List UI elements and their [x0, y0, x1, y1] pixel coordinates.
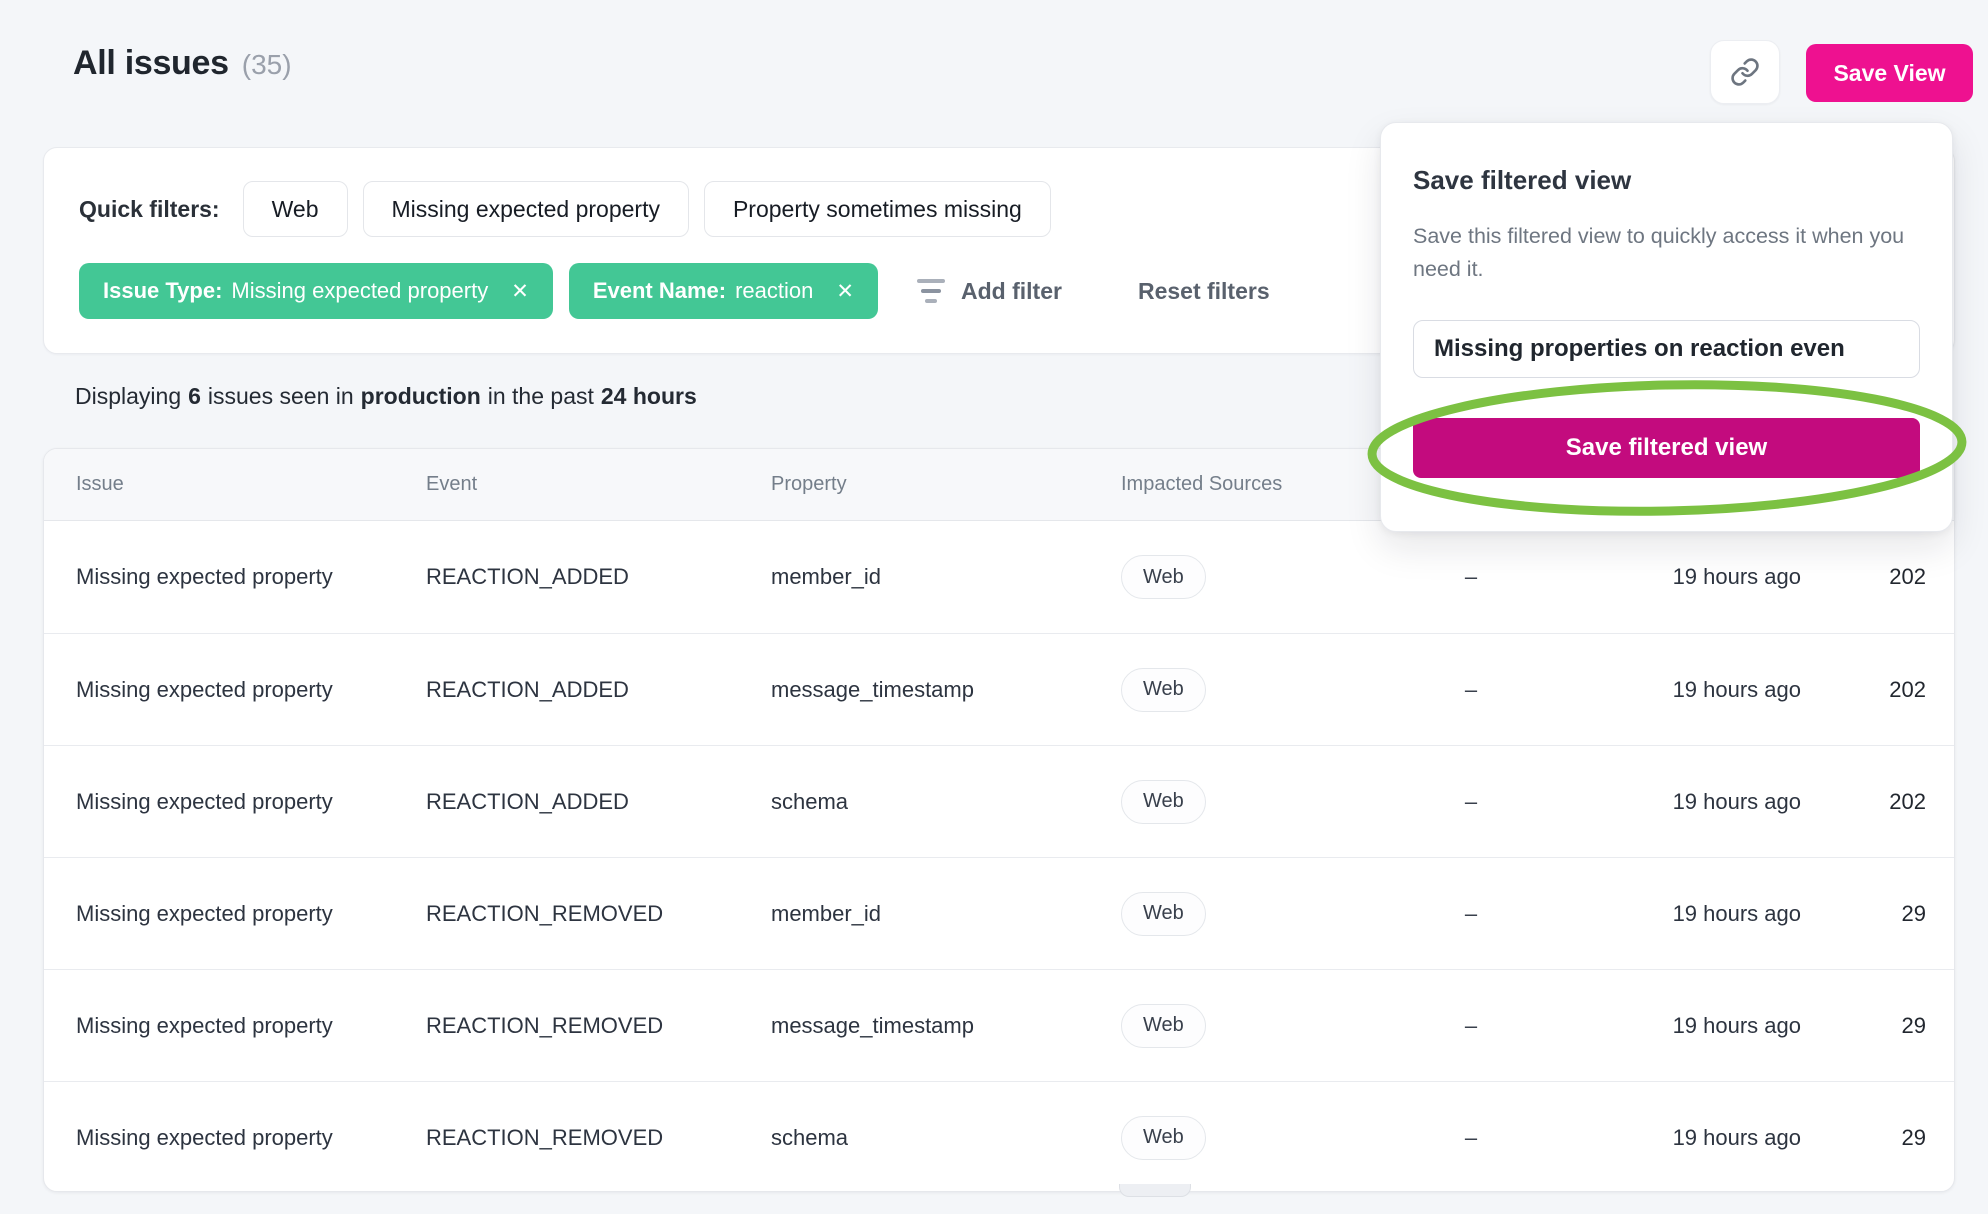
cell-issue: Missing expected property: [76, 1012, 333, 1038]
cell-property: member_id: [771, 564, 882, 589]
cell-last-seen: 19 hours ago: [1672, 564, 1801, 589]
cell-issue: Missing expected property: [76, 564, 333, 589]
cell-last-seen: 19 hours ago: [1672, 1124, 1801, 1150]
cell-last-seen: 19 hours ago: [1672, 676, 1801, 702]
quick-filter-chip-web[interactable]: Web: [242, 181, 348, 237]
quick-filter-chip-property-sometimes-missing[interactable]: Property sometimes missing: [703, 181, 1051, 237]
table-row[interactable]: Missing expected property REACTION_ADDED…: [44, 633, 1954, 745]
column-header-issue: Issue: [76, 473, 124, 495]
cell-last-seen: 19 hours ago: [1672, 1012, 1801, 1038]
save-filtered-view-popover: Save filtered view Save this filtered vi…: [1367, 122, 1966, 532]
save-filtered-view-button[interactable]: Save filtered view: [1413, 418, 1920, 478]
close-icon[interactable]: ✕: [836, 279, 854, 303]
link-icon: [1730, 57, 1760, 87]
filter-lines-icon: [916, 279, 946, 303]
active-filter-chip-event-name[interactable]: Event Name: reaction ✕: [568, 263, 878, 319]
cell-event-count: 202: [1889, 676, 1926, 702]
source-badge: Web: [1121, 1115, 1206, 1160]
cell-issue: Missing expected property: [76, 900, 333, 926]
cell-event-count: 202: [1889, 564, 1926, 589]
source-badge: Web: [1121, 555, 1206, 599]
issues-table: Issue Event Property Impacted Sources Mi…: [43, 448, 1955, 1192]
cell-last-seen: 19 hours ago: [1672, 788, 1801, 814]
table-row[interactable]: Missing expected property REACTION_REMOV…: [44, 969, 1954, 1081]
cell-event-count: 29: [1901, 1012, 1926, 1038]
horizontal-scroll-handle[interactable]: [1119, 1184, 1191, 1197]
cell-event: REACTION_ADDED: [426, 564, 629, 589]
issues-count: (35): [241, 49, 292, 80]
table-row[interactable]: Missing expected property REACTION_REMOV…: [44, 1081, 1954, 1191]
reset-filters-button[interactable]: Reset filters: [1137, 277, 1270, 304]
status-environment: production: [360, 383, 481, 409]
cell-trend: –: [1464, 900, 1478, 926]
filter-chip-label: Event Name:: [592, 278, 727, 303]
quick-filters-row: Quick filters: Web Missing expected prop…: [79, 181, 1051, 237]
quick-filters-label: Quick filters:: [79, 195, 220, 222]
filter-chip-value: Missing expected property: [231, 278, 489, 303]
source-badge: Web: [1121, 667, 1206, 712]
filter-chip-label: Issue Type:: [103, 278, 223, 303]
status-past: in the past: [487, 383, 594, 409]
cell-event: REACTION_REMOVED: [426, 1012, 664, 1038]
save-view-button[interactable]: Save View: [1806, 44, 1973, 102]
source-badge: Web: [1121, 891, 1206, 936]
cell-last-seen: 19 hours ago: [1672, 900, 1801, 926]
cell-property: schema: [771, 788, 849, 814]
popover-title: Save filtered view: [1413, 165, 1632, 195]
cell-event: REACTION_ADDED: [426, 788, 629, 814]
cell-trend: –: [1464, 1012, 1478, 1038]
column-header-impacted-sources: Impacted Sources: [1121, 473, 1283, 495]
table-row[interactable]: Missing expected property REACTION_ADDED…: [44, 521, 1954, 633]
cell-property: message_timestamp: [771, 676, 974, 702]
page-title: All issues: [73, 44, 229, 82]
view-name-input[interactable]: [1413, 320, 1920, 378]
cell-event: REACTION_ADDED: [426, 676, 629, 702]
page-header: All issues (35): [73, 44, 292, 83]
cell-issue: Missing expected property: [76, 676, 333, 702]
source-badge: Web: [1121, 1003, 1206, 1048]
status-count: 6: [188, 383, 201, 409]
table-row[interactable]: Missing expected property REACTION_REMOV…: [44, 857, 1954, 969]
cell-event: REACTION_REMOVED: [426, 900, 664, 926]
status-displaying: Displaying: [75, 383, 182, 409]
cell-trend: –: [1464, 676, 1478, 702]
cell-trend: –: [1464, 1124, 1478, 1150]
cell-event-count: 29: [1901, 1124, 1926, 1150]
cell-event-count: 202: [1889, 788, 1926, 814]
cell-issue: Missing expected property: [76, 1124, 333, 1150]
add-filter-label: Add filter: [961, 277, 1062, 304]
cell-trend: –: [1464, 564, 1478, 589]
cell-property: member_id: [771, 900, 882, 926]
status-seen-in: issues seen in: [207, 383, 354, 409]
close-icon[interactable]: ✕: [511, 279, 529, 303]
popover-description: Save this filtered view to quickly acces…: [1413, 224, 1905, 281]
status-text: Displaying 6 issues seen in production i…: [75, 383, 697, 410]
source-badge: Web: [1121, 779, 1206, 824]
quick-filter-chip-missing-expected-property[interactable]: Missing expected property: [362, 181, 689, 237]
add-filter-button[interactable]: Add filter: [916, 278, 1062, 305]
status-range: 24 hours: [600, 383, 697, 409]
cell-event-count: 29: [1901, 900, 1926, 926]
column-header-property: Property: [771, 473, 847, 495]
filter-chip-value: reaction: [735, 278, 814, 303]
active-filters-row: Issue Type: Missing expected property ✕ …: [79, 263, 1270, 319]
copy-link-button[interactable]: [1710, 40, 1780, 104]
table-row[interactable]: Missing expected property REACTION_ADDED…: [44, 745, 1954, 857]
save-button-wrapper: Save filtered view: [1367, 380, 1966, 516]
active-filter-chip-issue-type[interactable]: Issue Type: Missing expected property ✕: [79, 263, 553, 319]
cell-property: schema: [771, 1124, 849, 1150]
cell-event: REACTION_REMOVED: [426, 1124, 664, 1150]
column-header-event: Event: [426, 473, 478, 495]
cell-trend: –: [1464, 788, 1478, 814]
cell-issue: Missing expected property: [76, 788, 333, 814]
cell-property: message_timestamp: [771, 1012, 974, 1038]
